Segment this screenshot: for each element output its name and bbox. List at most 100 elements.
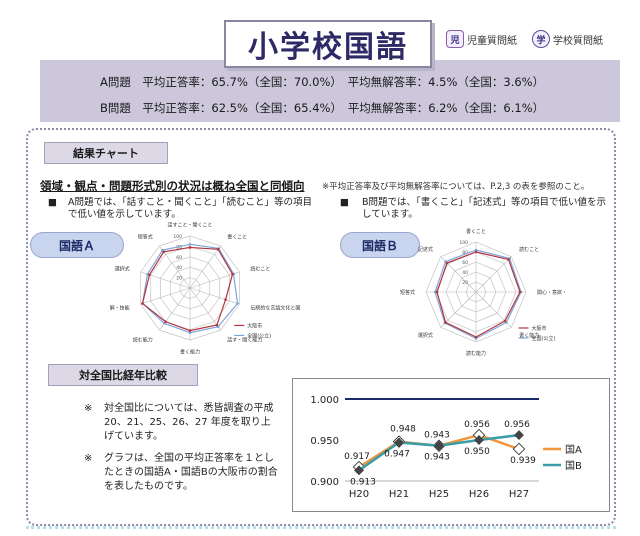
- data-label: 0.956: [464, 420, 490, 430]
- radar-a-axis-label: 知識・理解・技能: [110, 305, 130, 312]
- radar-b-osaka-point: [474, 250, 478, 254]
- result-chart-header: 結果チャート: [44, 142, 168, 164]
- data-label: 0.943: [424, 431, 450, 441]
- radar-a-osaka-point: [188, 329, 192, 332]
- radar-a-tick-label: 20: [176, 276, 182, 282]
- radar-b-spoke: [440, 291, 477, 328]
- legend-label: 国A: [565, 444, 582, 456]
- radar-b-osaka-point: [474, 335, 478, 339]
- summary-row-a: A問題 平均正答率：65.7%（全国：70.0%） 平均無解答率：4.5%（全国…: [100, 75, 545, 89]
- trend-header: 対全国比経年比較: [48, 364, 198, 386]
- radar-a-tick-label: 100: [173, 234, 182, 240]
- data-label: 0.947: [384, 449, 410, 459]
- data-label: 0.913: [350, 477, 376, 487]
- radar-b-axis-label: 読むこと: [519, 246, 539, 253]
- radar-a-spoke: [159, 245, 191, 289]
- radar-b-osaka-point: [435, 290, 439, 294]
- radar-b-axis-label: 書く能力: [519, 332, 539, 339]
- radar-a-spoke: [189, 271, 240, 289]
- radar-chart-a: 話すこと・聞くこと書くこと読むこと伝統的な言語文化と国語の話す・聞く能力書く能力…: [110, 222, 300, 355]
- radar-b-legend-label: 大阪市: [532, 325, 547, 332]
- radar-a-zenkoku-point: [146, 272, 149, 276]
- data-label: 0.948: [390, 425, 416, 435]
- y-tick-label: 0.950: [310, 436, 339, 447]
- radar-b-axis-label: 短答式: [400, 289, 415, 296]
- student-badge-icon: 児: [446, 30, 464, 48]
- page-title-box: 小学校国語: [224, 20, 432, 68]
- radar-a-osaka-point: [215, 323, 219, 327]
- radar-a-legend-label: 大阪市: [247, 322, 262, 329]
- x-tick-label: H20: [349, 489, 369, 500]
- radar-b-osaka-point: [507, 258, 510, 261]
- radar-a-axis-label: 選択式: [115, 265, 130, 272]
- bullet-a-mark: ■: [48, 197, 57, 208]
- pill-kokugo-a: 国語Ａ: [30, 232, 124, 258]
- student-questionnaire-link[interactable]: 児 児童質問紙: [446, 30, 517, 48]
- legend-label: 国B: [565, 460, 582, 472]
- radar-a-axis-label: 話すこと・聞くこと: [167, 222, 212, 229]
- radar-a-axis-label: 短答式: [138, 234, 153, 241]
- radar-a-osaka-point: [162, 250, 166, 254]
- school-badge-icon: 学: [532, 30, 550, 48]
- radar-a-zenkoku-point: [188, 331, 192, 335]
- radar-a-legend-label: 全国(公立): [247, 332, 271, 339]
- radar-b-zenkoku-point: [433, 290, 437, 294]
- series-b-marker: [514, 430, 524, 441]
- radar-b-tick-label: 100: [459, 240, 468, 246]
- radar-a-tick-label: 80: [176, 244, 182, 250]
- radar-a-spoke: [189, 287, 221, 331]
- radar-a-osaka-point: [188, 246, 192, 249]
- result-note: ※平均正答率及び平均無解答率については、P.2,3 の表を参照のこと。: [322, 182, 590, 192]
- radar-a-zenkoku-point: [188, 243, 192, 246]
- radar-b-tick-label: 80: [462, 250, 468, 256]
- radar-a-axis-label: 話す・聞く能力: [227, 336, 262, 343]
- radar-a-axis-label: 伝統的な言語文化と国語の: [250, 305, 300, 312]
- trend-note-2-mark: ※: [84, 453, 93, 464]
- summary-row-b: B問題 平均正答率：62.5%（全国：65.4%） 平均無解答率：6.2%（全国…: [100, 101, 545, 115]
- trend-chart-box: 1.000 0.950 0.900 H20 H21 H25 H26 H27 0.917 0.948…: [292, 378, 610, 512]
- school-questionnaire-label: 学校質問紙: [553, 35, 603, 47]
- bottom-dotted-border: [26, 526, 616, 532]
- radar-a-zenkoku-point: [236, 302, 239, 305]
- school-questionnaire-link[interactable]: 学 学校質問紙: [532, 30, 603, 48]
- trend-line-chart: 1.000 0.950 0.900 H20 H21 H25 H26 H27 0.917 0.948…: [310, 395, 582, 500]
- data-label: 0.956: [504, 420, 530, 430]
- data-label: 0.950: [464, 447, 490, 457]
- radar-a-osaka-point: [148, 273, 151, 277]
- radar-a-tick-label: 40: [176, 265, 182, 271]
- radar-b-tick-label: 60: [462, 260, 468, 266]
- x-tick-label: H26: [469, 489, 489, 500]
- series-b-marker: [434, 440, 444, 451]
- data-label: 0.917: [344, 452, 370, 462]
- radar-a-spoke: [189, 287, 240, 305]
- x-tick-label: H25: [429, 489, 449, 500]
- radar-a-osaka-point: [164, 320, 167, 323]
- x-tick-label: H27: [509, 489, 529, 500]
- radar-b-osaka-point: [445, 261, 449, 265]
- bullet-b-text: B問題では、「書くこと」「記述式」等の項目で低い値を示しています。: [362, 197, 607, 220]
- radar-b-osaka-point: [444, 321, 447, 324]
- y-tick-label: 0.900: [310, 477, 339, 488]
- trend-note-1: 対全国比については、悉皆調査の平成20、21、25、26、27 年度を取り上げて…: [104, 403, 274, 442]
- radar-a-axis-label: 書くこと: [227, 234, 247, 241]
- radar-a-tick-label: 60: [176, 255, 182, 261]
- radar-a-axis-label: 書く能力: [180, 348, 200, 355]
- radar-b-osaka-point: [503, 319, 507, 323]
- radar-a-osaka-point: [216, 247, 220, 251]
- page-title: 小学校国語: [248, 30, 408, 65]
- radar-b-axis-label: 書くこと: [466, 228, 486, 235]
- radar-b-axis-label: 読む能力: [466, 350, 486, 357]
- student-questionnaire-label: 児童質問紙: [467, 35, 517, 47]
- bullet-a-text: A問題では、「話すこと・聞くこと」「読むこと」等の項目で低い値を示しています。: [68, 197, 312, 220]
- x-tick-label: H21: [389, 489, 409, 500]
- trend-note-1-mark: ※: [84, 403, 93, 414]
- data-label: 0.943: [424, 453, 450, 463]
- results-panel: [26, 128, 616, 526]
- radar-a-spoke: [140, 287, 191, 305]
- radar-a-osaka-point: [141, 302, 144, 305]
- radar-a-osaka-point: [231, 272, 234, 276]
- radar-a-spoke: [189, 245, 221, 289]
- radar-b-zenkoku-point: [474, 248, 478, 252]
- radar-b-tick-label: 20: [462, 280, 468, 286]
